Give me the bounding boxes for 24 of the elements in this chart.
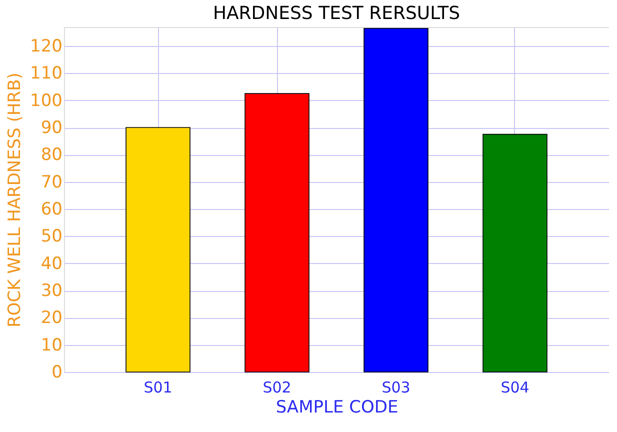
- y-tick-label: 40: [40, 254, 62, 274]
- y-tick-label: 110: [30, 64, 62, 84]
- bar: [244, 93, 310, 372]
- y-tick-label: 70: [40, 172, 62, 192]
- y-tick-label: 0: [52, 362, 62, 382]
- x-tick-label: S04: [500, 378, 530, 396]
- y-tick-label: 50: [40, 226, 62, 247]
- x-tick-label: S01: [144, 378, 172, 396]
- y-tick-label: 10: [40, 335, 62, 356]
- bar: [482, 134, 548, 372]
- bar: [364, 28, 428, 372]
- y-tick-label: 20: [40, 308, 62, 328]
- y-axis-title: ROCK WELL HARDNESS (HRB): [5, 72, 26, 328]
- y-tick-label: 30: [40, 281, 62, 302]
- y-tick-label: 100: [30, 90, 62, 111]
- chart-title: HARDNESS TEST RERSULTS: [212, 3, 460, 24]
- bar: [126, 127, 190, 372]
- y-tick-label: 80: [40, 145, 62, 166]
- x-tick-label: S03: [382, 378, 410, 396]
- x-axis-title: SAMPLE CODE: [276, 398, 398, 418]
- x-tick-label: S02: [262, 378, 292, 396]
- y-tick-label: 60: [40, 200, 62, 220]
- y-tick-label: 120: [30, 36, 62, 57]
- y-tick-label: 90: [40, 118, 62, 138]
